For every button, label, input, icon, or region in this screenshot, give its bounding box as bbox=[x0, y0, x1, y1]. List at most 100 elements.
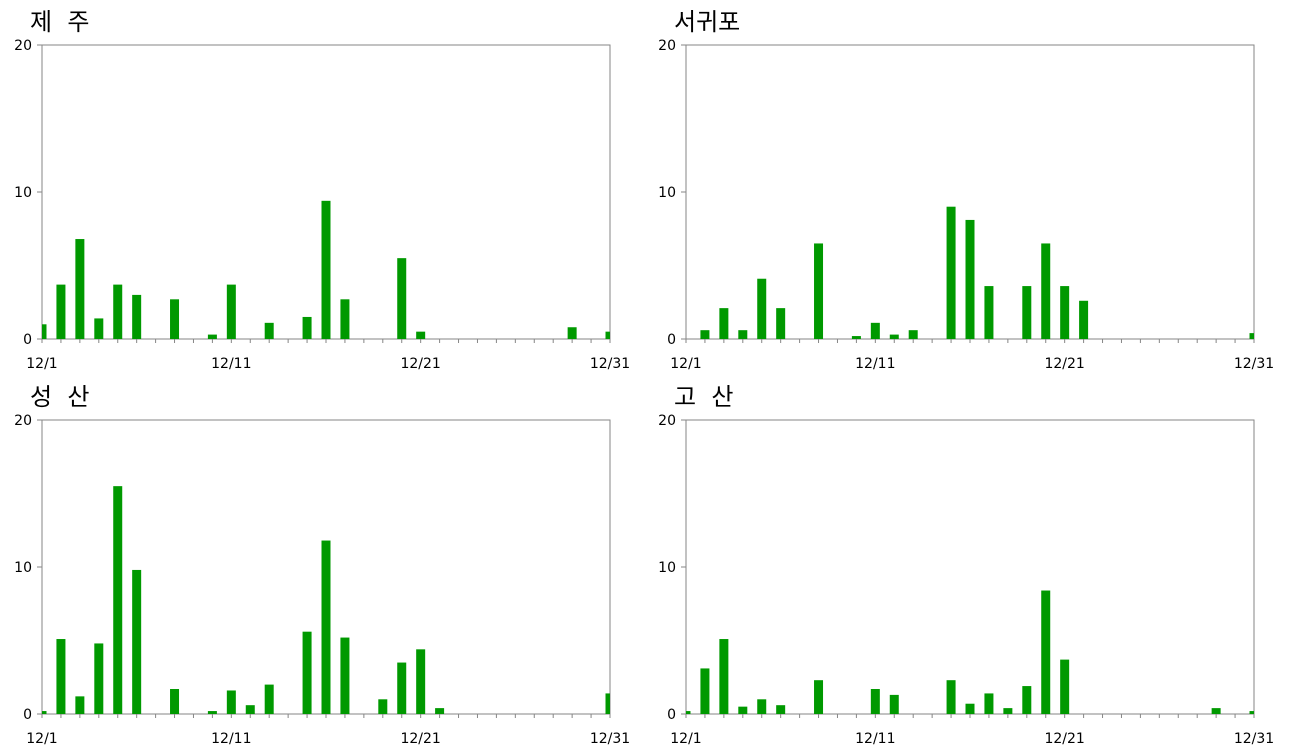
bar bbox=[207, 711, 217, 714]
x-tick-label: 12/31 bbox=[1234, 356, 1274, 370]
bar bbox=[1022, 286, 1032, 339]
x-tick-label: 12/11 bbox=[211, 356, 251, 370]
bar bbox=[1249, 711, 1254, 714]
chart-svg: 0 10 20 12/1 12/11 12/21 12/31 bbox=[658, 38, 1274, 370]
bar bbox=[170, 689, 180, 714]
chart-title: 서귀포 bbox=[674, 8, 741, 36]
bar bbox=[719, 639, 729, 714]
bar bbox=[719, 308, 729, 339]
x-tick-label: 12/1 bbox=[26, 356, 57, 370]
y-tick-label: 0 bbox=[667, 707, 676, 723]
bar bbox=[264, 684, 274, 714]
y-tick-label: 0 bbox=[667, 332, 676, 348]
bar bbox=[42, 324, 47, 339]
x-tick-label: 12/31 bbox=[1234, 731, 1274, 745]
bar bbox=[757, 699, 767, 714]
bar bbox=[435, 708, 445, 714]
bar bbox=[870, 322, 880, 339]
bar bbox=[1060, 659, 1070, 714]
bar bbox=[567, 327, 577, 339]
bar bbox=[776, 705, 786, 714]
chart-title: 성 산 bbox=[30, 383, 90, 411]
x-tick-label: 12/11 bbox=[855, 731, 895, 745]
bar bbox=[965, 219, 975, 339]
x-tick-label: 12/21 bbox=[400, 356, 440, 370]
bar bbox=[814, 243, 824, 339]
bar bbox=[738, 706, 748, 714]
bar bbox=[700, 330, 710, 339]
bar bbox=[245, 705, 255, 714]
x-tick-label: 12/31 bbox=[590, 731, 630, 745]
bar bbox=[1079, 300, 1089, 339]
bar bbox=[1249, 333, 1254, 339]
y-tick-label: 20 bbox=[14, 413, 32, 429]
bar bbox=[965, 703, 975, 714]
bar bbox=[132, 569, 142, 714]
bar bbox=[889, 334, 899, 339]
bar bbox=[738, 330, 748, 339]
bar bbox=[113, 486, 123, 714]
bar bbox=[1060, 286, 1070, 339]
bar bbox=[113, 284, 123, 339]
bar bbox=[56, 639, 66, 714]
bar bbox=[302, 316, 312, 339]
y-tick-label: 10 bbox=[658, 185, 676, 201]
bar bbox=[302, 631, 312, 714]
y-tick-label: 20 bbox=[14, 38, 32, 54]
bar bbox=[1003, 708, 1013, 714]
chart-panel-jeju: 제 주 0 10 20 12/1 12/11 12/21 12/31 bbox=[0, 0, 640, 370]
bar bbox=[605, 331, 610, 339]
bar bbox=[1211, 708, 1221, 714]
bar bbox=[264, 322, 274, 339]
x-tick-label: 12/21 bbox=[1044, 356, 1084, 370]
bar bbox=[757, 278, 767, 339]
bar bbox=[700, 668, 710, 714]
bar bbox=[776, 308, 786, 339]
bar bbox=[1022, 686, 1032, 714]
bar bbox=[416, 649, 426, 714]
bar bbox=[946, 680, 956, 714]
plot-area bbox=[685, 419, 1255, 715]
chart-title: 제 주 bbox=[30, 8, 90, 36]
bar bbox=[416, 331, 426, 339]
bar bbox=[340, 637, 350, 714]
bar bbox=[378, 699, 388, 714]
chart-svg: 0 10 20 12/1 12/11 12/21 12/31 bbox=[14, 38, 630, 370]
bar bbox=[686, 711, 691, 714]
bar bbox=[94, 643, 104, 714]
bar bbox=[207, 334, 217, 339]
chart-panel-seongsan: 성 산 0 10 20 12/1 12/11 12/21 12/31 bbox=[0, 375, 640, 745]
bar bbox=[56, 284, 66, 339]
bar bbox=[94, 318, 104, 339]
x-tick-label: 12/31 bbox=[590, 356, 630, 370]
bar bbox=[889, 694, 899, 714]
bar bbox=[75, 239, 85, 339]
x-tick-label: 12/1 bbox=[670, 731, 701, 745]
bar bbox=[226, 690, 236, 714]
bar bbox=[397, 258, 407, 339]
y-tick-label: 10 bbox=[658, 560, 676, 576]
bar bbox=[984, 693, 994, 714]
bar bbox=[75, 696, 85, 714]
chart-panel-seogwipo: 서귀포 0 10 20 12/1 12/11 12/21 12/31 bbox=[644, 0, 1284, 370]
x-tick-label: 12/1 bbox=[670, 356, 701, 370]
chart-svg: 0 10 20 12/1 12/11 12/21 12/31 bbox=[14, 413, 630, 745]
bar bbox=[397, 662, 407, 714]
bar bbox=[226, 284, 236, 339]
x-tick-label: 12/21 bbox=[400, 731, 440, 745]
bar bbox=[132, 294, 142, 339]
y-tick-label: 10 bbox=[14, 185, 32, 201]
x-tick-label: 12/1 bbox=[26, 731, 57, 745]
bar bbox=[170, 299, 180, 339]
chart-svg: 0 10 20 12/1 12/11 12/21 12/31 bbox=[658, 413, 1274, 745]
y-tick-label: 0 bbox=[23, 707, 32, 723]
bar bbox=[321, 540, 331, 714]
bar bbox=[908, 330, 918, 339]
bar bbox=[814, 680, 824, 714]
bar bbox=[42, 711, 47, 714]
bar bbox=[321, 200, 331, 339]
x-tick-label: 12/11 bbox=[211, 731, 251, 745]
bar bbox=[1041, 590, 1051, 714]
bar bbox=[605, 693, 610, 714]
x-tick-label: 12/11 bbox=[855, 356, 895, 370]
